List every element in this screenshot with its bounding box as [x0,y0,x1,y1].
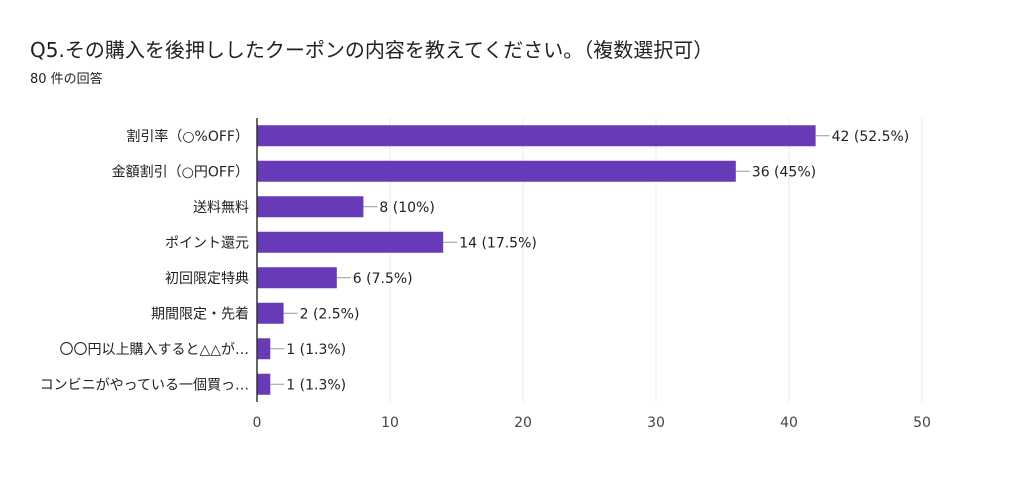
category-label: 期間限定・先着 [151,306,249,322]
x-tick-label: 20 [514,415,532,431]
value-label: 1 (1.3%) [286,377,346,393]
value-label: 1 (1.3%) [286,342,346,358]
x-tick-label: 40 [780,415,798,431]
value-label: 14 (17.5%) [459,235,537,251]
value-label: 36 (45%) [752,164,816,180]
bar [257,196,364,218]
x-tick-label: 0 [253,415,262,431]
bar [257,125,816,147]
value-label: 8 (10%) [379,200,434,216]
category-label: 送料無料 [193,200,249,216]
x-tick-label: 10 [381,415,399,431]
category-label: コンビニがやっている一個買っ… [40,377,249,393]
chart-title: Q5.その購入を後押ししたクーポンの内容を教えてください。（複数選択可） [30,38,714,62]
bar [257,373,271,395]
category-label: ポイント還元 [165,235,249,251]
value-label: 6 (7.5%) [353,271,413,287]
bar [257,338,271,360]
value-label: 42 (52.5%) [832,129,910,145]
bar [257,231,444,253]
bar [257,302,284,324]
x-tick-label: 50 [913,415,931,431]
x-tick-label: 30 [647,415,665,431]
bar [257,267,337,289]
category-label: 〇〇円以上購入すると△△が… [59,342,249,358]
response-count: 80 件の回答 [30,72,103,87]
category-label: 金額割引（○円OFF） [112,163,249,180]
bar [257,160,736,182]
category-label: 初回限定特典 [165,270,249,287]
value-label: 2 (2.5%) [300,306,360,322]
category-label: 割引率（○%OFF） [126,128,249,145]
